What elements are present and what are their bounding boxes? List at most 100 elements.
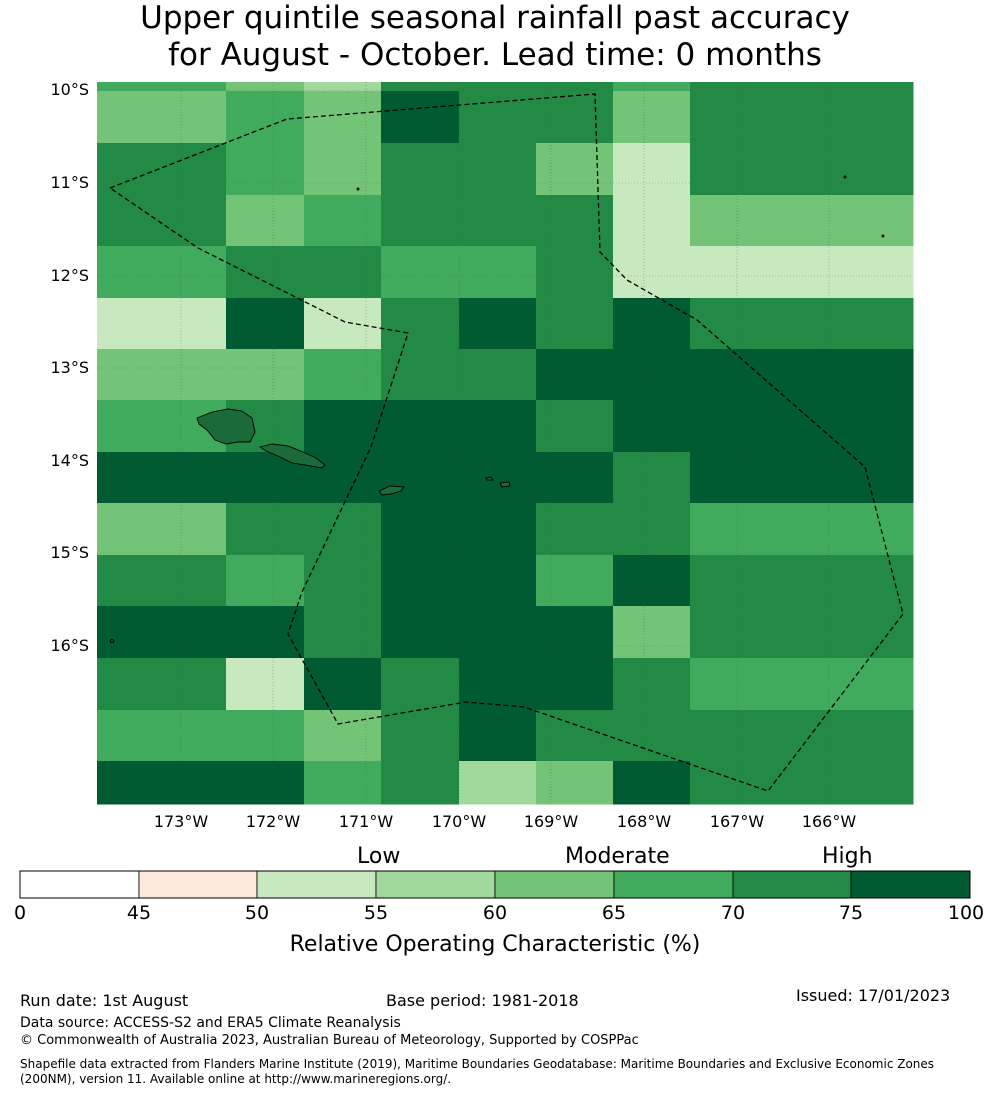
grid-cell	[149, 298, 227, 350]
grid-cell	[844, 658, 914, 711]
grid-cell	[304, 400, 382, 453]
grid-cell	[97, 555, 150, 607]
grid-cell	[536, 298, 614, 350]
colorbar-frame	[19, 870, 971, 899]
eez-boundary-line	[109, 93, 904, 792]
grid-cell	[767, 195, 845, 247]
grid-cell	[97, 606, 150, 659]
grid-cell	[149, 503, 227, 556]
lat-tick-label: 10°S	[50, 80, 89, 99]
grid-cell	[844, 195, 914, 247]
colorbar-tick: 50	[244, 902, 270, 924]
tutuila-island	[378, 485, 405, 496]
grid-cell	[613, 246, 691, 299]
grid-cell	[97, 658, 150, 711]
grid-cell	[844, 400, 914, 453]
grid-cell	[613, 452, 691, 504]
grid-cell	[459, 452, 537, 504]
grid-cell	[767, 246, 845, 299]
grid-cell	[149, 143, 227, 196]
map-title: Upper quintile seasonal rainfall past ac…	[0, 0, 990, 74]
colorbar	[19, 870, 971, 899]
grid-cell	[690, 555, 768, 607]
grid-cell	[844, 452, 914, 504]
grid-cell	[767, 91, 845, 144]
grid-cell	[690, 298, 768, 350]
grid-cell	[149, 82, 227, 92]
grid-cell	[844, 555, 914, 607]
grid-cell	[767, 761, 845, 805]
issued-date: Issued: 17/01/2023	[796, 986, 951, 1005]
colorbar-segment	[19, 870, 140, 899]
grid-cell	[536, 606, 614, 659]
grid-cell	[844, 91, 914, 144]
grid-cell	[536, 91, 614, 144]
grid-cell	[536, 710, 614, 762]
grid-cell	[536, 761, 614, 805]
grid-cell	[304, 349, 382, 401]
grid-cell	[690, 246, 768, 299]
grid-cell	[97, 143, 150, 196]
grid-cell	[304, 606, 382, 659]
grid-cell	[97, 761, 150, 805]
grid-cell	[459, 400, 537, 453]
grid-cell	[459, 658, 537, 711]
map-gridlines	[97, 82, 913, 804]
grid-cell	[767, 143, 845, 196]
grid-cell	[149, 195, 227, 247]
grid-cell	[613, 195, 691, 247]
lat-tick-label: 13°S	[50, 358, 89, 377]
grid-cell	[97, 452, 150, 504]
grid-cell	[149, 555, 227, 607]
grid-cell	[226, 91, 305, 144]
copyright: © Commonwealth of Australia 2023, Austra…	[20, 1033, 639, 1048]
lon-tick-label: 173°W	[153, 812, 209, 831]
grid-cell	[226, 555, 305, 607]
grid-cell	[381, 246, 460, 299]
grid-cell	[381, 761, 460, 805]
grid-cell	[381, 91, 460, 144]
title-line-2: for August - October. Lead time: 0 month…	[168, 37, 822, 73]
grid-cell	[613, 91, 691, 144]
grid-cell	[767, 503, 845, 556]
grid-cell	[690, 82, 768, 92]
grid-cell	[844, 246, 914, 299]
grid-cell	[226, 606, 305, 659]
grid-cell	[381, 298, 460, 350]
colorbar-segment	[732, 870, 852, 899]
grid-cell	[149, 91, 227, 144]
grid-cell	[613, 503, 691, 556]
grid-cell	[304, 82, 382, 92]
grid-cell	[97, 298, 150, 350]
grid-cell	[536, 195, 614, 247]
grid-cell	[459, 349, 537, 401]
lon-tick-label: 170°W	[431, 812, 487, 831]
grid-cell	[767, 82, 845, 92]
atoll-east-b	[881, 234, 885, 238]
grid-cell	[690, 91, 768, 144]
grid-cell	[149, 452, 227, 504]
grid-cell	[381, 400, 460, 453]
grid-cell	[536, 82, 614, 92]
grid-cell	[613, 710, 691, 762]
lon-tick-label: 172°W	[245, 812, 301, 831]
grid-cell	[226, 82, 305, 92]
colorbar-segment	[494, 870, 615, 899]
grid-cell	[149, 606, 227, 659]
grid-cell	[381, 658, 460, 711]
ofu-island	[485, 476, 494, 481]
grid-cell	[381, 82, 460, 92]
colorbar-segment	[375, 870, 496, 899]
grid-cell	[304, 91, 382, 144]
grid-cell	[381, 606, 460, 659]
lat-tick-label: 16°S	[50, 636, 89, 655]
grid-cell	[149, 349, 227, 401]
grid-cell	[381, 349, 460, 401]
grid-cell	[97, 400, 150, 453]
grid-cell	[767, 606, 845, 659]
grid-cell	[304, 503, 382, 556]
shapefile-credit-line-2: (200NM), version 11. Available online at…	[20, 1072, 452, 1086]
tau-island	[499, 481, 511, 488]
grid-cell	[459, 555, 537, 607]
grid-cell	[381, 555, 460, 607]
